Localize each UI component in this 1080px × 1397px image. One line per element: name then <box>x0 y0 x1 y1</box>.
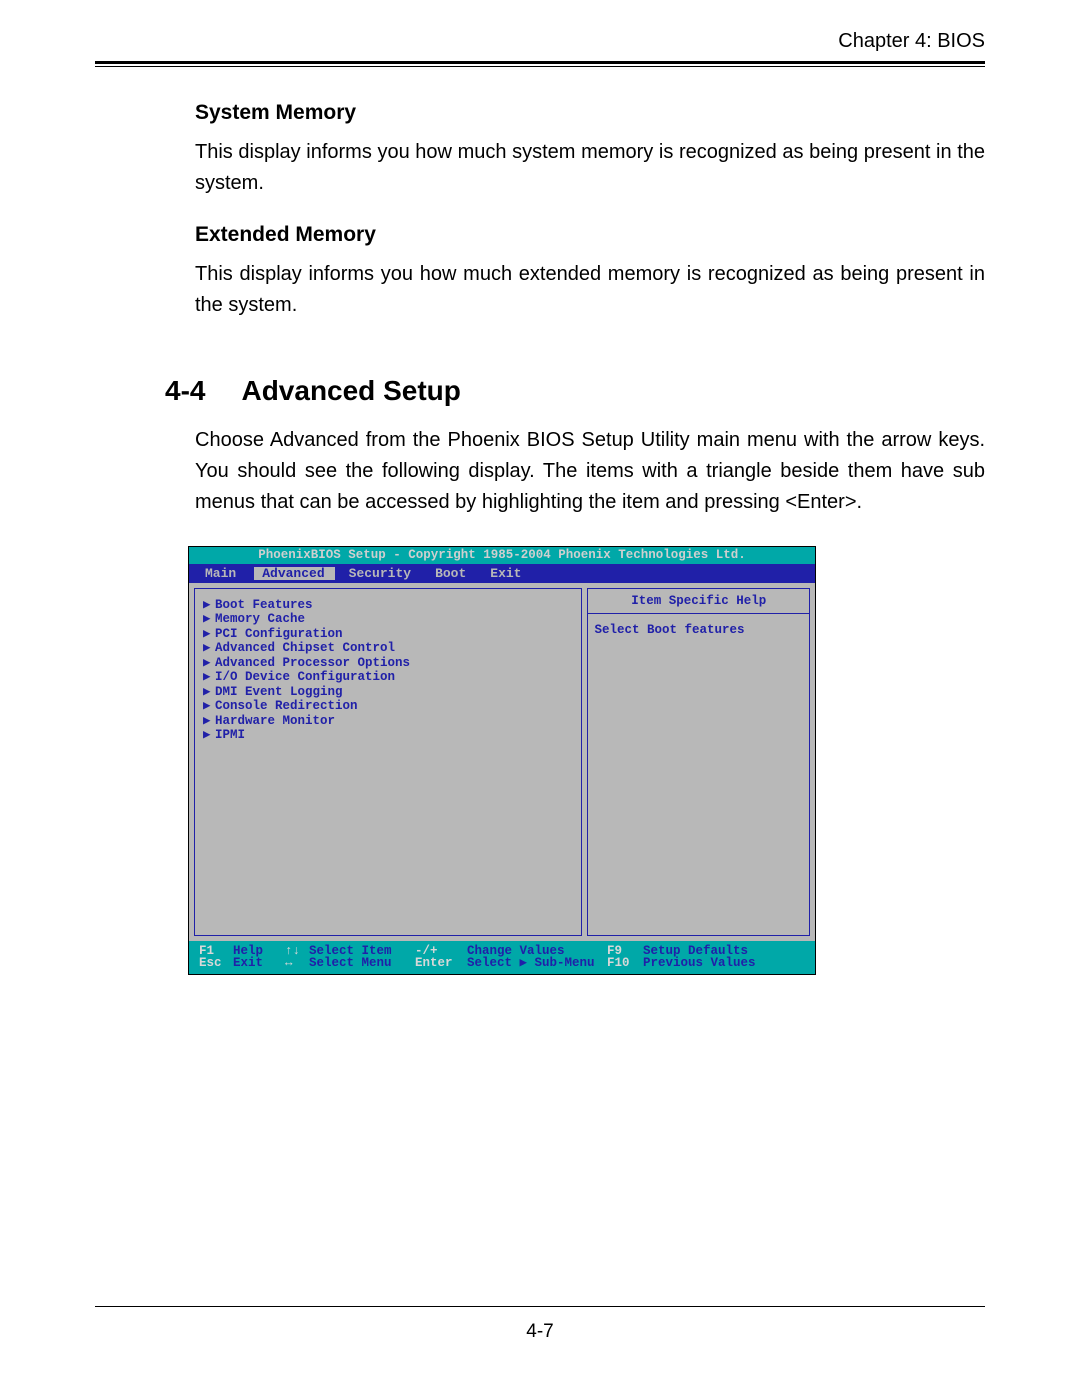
bios-tab-main[interactable]: Main <box>195 567 250 580</box>
footer-rule <box>95 1306 985 1307</box>
system-memory-body: This display informs you how much system… <box>195 137 985 199</box>
system-memory-heading: System Memory <box>195 101 985 125</box>
bios-tab-advanced[interactable]: Advanced <box>254 567 334 580</box>
footer-row-2: Esc Exit ↔ Select Menu Enter Select ▶ Su… <box>199 957 805 970</box>
footer-key: F10 <box>607 957 643 970</box>
bios-tab-exit[interactable]: Exit <box>480 567 535 580</box>
page-footer: 4-7 <box>95 1306 985 1343</box>
bios-menu-item[interactable]: ▶Memory Cache <box>203 612 573 627</box>
bios-help-title: Item Specific Help <box>588 589 809 615</box>
bios-menu-item[interactable]: ▶Hardware Monitor <box>203 714 573 729</box>
footer-key: Esc <box>199 957 233 970</box>
bios-help-body: Select Boot features <box>588 614 809 647</box>
bios-tab-boot[interactable]: Boot <box>425 567 480 580</box>
header-rule <box>95 61 985 67</box>
bios-tab-row: Main Advanced SecurityBootExit <box>189 564 815 583</box>
bios-menu-item[interactable]: ▶I/O Device Configuration <box>203 670 573 685</box>
bios-screenshot: PhoenixBIOS Setup - Copyright 1985-2004 … <box>188 546 816 975</box>
extended-memory-body: This display informs you how much extend… <box>195 259 985 321</box>
bios-tab-security[interactable]: Security <box>339 567 425 580</box>
bios-menu-item[interactable]: ▶Advanced Chipset Control <box>203 641 573 656</box>
footer-label: Exit <box>233 957 285 970</box>
bios-body: ▶Boot Features▶Memory Cache▶PCI Configur… <box>189 583 815 941</box>
section-title: Advanced Setup <box>241 375 460 407</box>
advanced-setup-intro: Choose Advanced from the Phoenix BIOS Se… <box>95 425 985 518</box>
page-number: 4-7 <box>95 1321 985 1343</box>
bios-menu-panel: ▶Boot Features▶Memory Cache▶PCI Configur… <box>194 588 582 936</box>
bios-footer: F1 Help ↑↓ Select Item -/+ Change Values… <box>189 941 815 974</box>
chapter-header: Chapter 4: BIOS <box>95 30 985 53</box>
bios-menu-item[interactable]: ▶IPMI <box>203 728 573 743</box>
extended-memory-heading: Extended Memory <box>195 223 985 247</box>
bios-menu-item[interactable]: ▶PCI Configuration <box>203 627 573 642</box>
bios-title-bar: PhoenixBIOS Setup - Copyright 1985-2004 … <box>189 547 815 564</box>
bios-menu-item[interactable]: ▶Console Redirection <box>203 699 573 714</box>
bios-menu-item[interactable]: ▶Boot Features <box>203 598 573 613</box>
section-number: 4-4 <box>165 375 205 407</box>
footer-key: ↔ <box>285 957 309 970</box>
bios-help-panel: Item Specific Help Select Boot features <box>587 588 810 936</box>
bios-menu-item[interactable]: ▶DMI Event Logging <box>203 685 573 700</box>
footer-label: Select ▶ Sub-Menu <box>467 957 607 970</box>
footer-label: Select Menu <box>309 957 415 970</box>
section-heading: 4-4 Advanced Setup <box>95 375 985 407</box>
footer-label: Previous Values <box>643 957 756 970</box>
footer-key: Enter <box>415 957 467 970</box>
bios-menu-item[interactable]: ▶Advanced Processor Options <box>203 656 573 671</box>
